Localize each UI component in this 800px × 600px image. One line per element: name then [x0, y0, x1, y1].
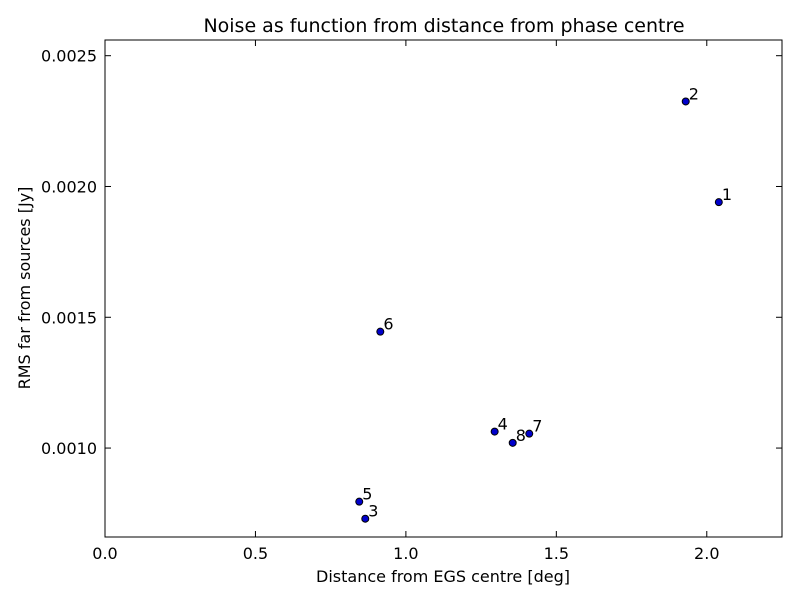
x-tick-label: 1.0 [393, 544, 418, 563]
data-point-3 [361, 514, 370, 523]
x-axis-label: Distance from EGS centre [deg] [316, 567, 570, 586]
data-point-label-7: 7 [532, 417, 542, 436]
data-point-1 [714, 198, 723, 207]
x-tick-label: 2.0 [694, 544, 719, 563]
data-point-label-8: 8 [516, 426, 526, 445]
data-point-6 [376, 327, 385, 336]
data-point-label-5: 5 [362, 485, 372, 504]
data-point-8 [508, 438, 517, 447]
axis-ticks: 0.0 0.5 1.0 1.5 2.0 0.0010 0.0015 0.0020 0.0025 [41, 40, 782, 563]
data-point-2 [681, 97, 690, 106]
x-tick-label: 0.5 [243, 544, 268, 563]
chart-title: Noise as function from distance from pha… [203, 15, 684, 37]
data-point-label-4: 4 [498, 415, 508, 434]
y-tick-label: 0.0015 [41, 308, 97, 327]
data-point-label-3: 3 [368, 502, 378, 521]
x-tick-label: 1.5 [544, 544, 569, 563]
data-point-label-2: 2 [689, 84, 699, 103]
y-tick-label: 0.0020 [41, 177, 97, 196]
x-tick-label: 0.0 [92, 544, 117, 563]
plot-frame [104, 39, 783, 538]
data-points: 1 2 3 4 5 6 78 [355, 84, 732, 523]
y-axis-label: RMS far from sources [Jy] [15, 187, 34, 390]
data-point-label-1: 1 [722, 185, 732, 204]
data-point-4 [490, 427, 499, 436]
y-tick-label: 0.0010 [41, 439, 97, 458]
y-tick-label: 0.0025 [41, 47, 97, 66]
data-point-5 [355, 497, 364, 506]
data-point-7 [525, 429, 534, 438]
data-point-label-6: 6 [383, 315, 393, 334]
